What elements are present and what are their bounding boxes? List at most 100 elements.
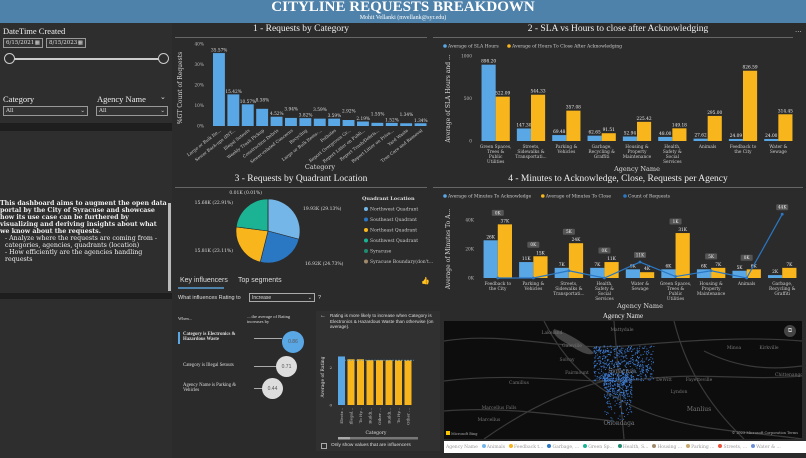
request-point[interactable]	[608, 377, 610, 379]
request-point[interactable]	[599, 356, 601, 358]
request-point[interactable]	[636, 360, 638, 362]
request-point[interactable]	[632, 354, 634, 356]
request-point[interactable]	[603, 350, 605, 352]
request-point[interactable]	[609, 361, 611, 363]
request-point[interactable]	[635, 358, 638, 361]
request-point[interactable]	[594, 372, 596, 375]
request-point[interactable]	[603, 355, 605, 357]
request-point[interactable]	[624, 365, 626, 367]
request-point[interactable]	[623, 377, 625, 379]
influencer-item[interactable]: Agency Name is Parking & Vehicles	[183, 383, 237, 393]
request-point[interactable]	[620, 383, 622, 385]
request-point[interactable]	[622, 357, 625, 359]
request-point[interactable]	[642, 365, 644, 367]
request-point[interactable]	[618, 377, 620, 379]
request-point[interactable]	[630, 374, 632, 377]
request-point[interactable]	[603, 380, 605, 382]
request-point[interactable]	[605, 380, 607, 382]
request-point[interactable]	[646, 372, 648, 374]
request-point[interactable]	[599, 376, 602, 378]
request-point[interactable]	[626, 348, 629, 350]
bar[interactable]	[778, 114, 793, 141]
request-point[interactable]	[615, 379, 617, 381]
request-point[interactable]	[619, 350, 621, 352]
request-point[interactable]	[606, 350, 608, 352]
request-point[interactable]	[646, 348, 648, 350]
request-point[interactable]	[626, 394, 628, 396]
request-point[interactable]	[621, 372, 623, 374]
request-point[interactable]	[606, 378, 608, 380]
request-point[interactable]	[609, 379, 611, 381]
request-point[interactable]	[633, 363, 635, 365]
request-point[interactable]	[635, 372, 637, 374]
request-point[interactable]	[607, 380, 609, 382]
bar[interactable]	[366, 360, 374, 405]
request-point[interactable]	[598, 363, 600, 365]
request-point[interactable]	[623, 372, 625, 374]
request-point[interactable]	[640, 378, 642, 380]
request-point[interactable]	[618, 395, 620, 397]
request-point[interactable]	[607, 406, 609, 408]
request-point[interactable]	[599, 357, 601, 359]
request-point[interactable]	[629, 390, 632, 392]
request-point[interactable]	[599, 372, 601, 374]
pie-slice[interactable]	[235, 198, 269, 232]
bar[interactable]	[270, 116, 283, 126]
request-point[interactable]	[628, 411, 630, 414]
request-point[interactable]	[625, 397, 627, 400]
request-point[interactable]	[630, 358, 632, 360]
request-point[interactable]	[622, 347, 624, 349]
request-point[interactable]	[618, 349, 620, 351]
request-point[interactable]	[597, 350, 599, 352]
request-point[interactable]	[621, 355, 623, 357]
request-point[interactable]	[641, 365, 643, 367]
request-point[interactable]	[616, 373, 618, 375]
request-point[interactable]	[602, 362, 604, 364]
legend-marker[interactable]	[541, 194, 545, 198]
request-point[interactable]	[622, 377, 624, 379]
request-point[interactable]	[607, 351, 609, 353]
request-point[interactable]	[595, 364, 597, 366]
bar[interactable]	[782, 267, 797, 278]
request-point[interactable]	[624, 390, 627, 392]
request-point[interactable]	[641, 373, 643, 375]
request-point[interactable]	[616, 347, 618, 349]
request-point[interactable]	[613, 346, 615, 348]
request-point[interactable]	[626, 381, 628, 383]
request-point[interactable]	[599, 360, 601, 362]
bar[interactable]	[285, 117, 297, 126]
requests-by-category-chart[interactable]: 0% 10% 20% 30% 40% %GT Count of Requests 35.57…	[172, 38, 430, 174]
request-point[interactable]	[644, 351, 646, 353]
request-point[interactable]	[646, 365, 648, 367]
legend-marker[interactable]	[364, 238, 368, 243]
request-point[interactable]	[621, 349, 623, 352]
request-point[interactable]	[605, 374, 607, 376]
bar[interactable]	[601, 133, 616, 141]
request-point[interactable]	[639, 365, 641, 367]
request-point[interactable]	[625, 403, 627, 405]
request-point[interactable]	[614, 357, 616, 359]
request-point[interactable]	[643, 347, 645, 349]
request-point[interactable]	[649, 346, 651, 348]
request-point[interactable]	[602, 355, 604, 358]
request-point[interactable]	[643, 369, 645, 371]
line-point[interactable]	[745, 276, 749, 280]
request-point[interactable]	[606, 403, 608, 405]
request-point[interactable]	[639, 364, 641, 366]
request-point[interactable]	[622, 376, 624, 378]
request-point[interactable]	[604, 345, 606, 347]
request-point[interactable]	[620, 380, 622, 382]
request-point[interactable]	[631, 371, 633, 374]
bar[interactable]	[481, 64, 496, 141]
map-legend-item[interactable]: Green Sp...	[583, 444, 614, 450]
request-point[interactable]	[603, 365, 605, 367]
road[interactable]	[483, 380, 605, 439]
request-point[interactable]	[601, 370, 603, 373]
request-point[interactable]	[626, 369, 629, 371]
request-point[interactable]	[606, 355, 608, 357]
request-point[interactable]	[608, 397, 610, 399]
request-point[interactable]	[604, 357, 606, 359]
request-point[interactable]	[595, 346, 598, 349]
request-point[interactable]	[613, 390, 615, 392]
request-point[interactable]	[630, 378, 632, 380]
